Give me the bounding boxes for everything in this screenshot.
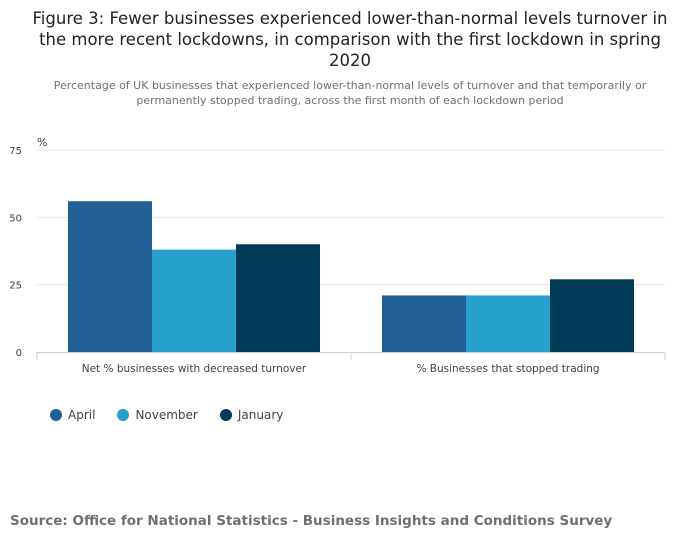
chart-legend: April November January bbox=[50, 408, 283, 422]
source-note: Source: Office for National Statistics -… bbox=[10, 513, 613, 529]
bar-november-2 bbox=[466, 295, 550, 352]
legend-label: April bbox=[68, 408, 96, 422]
x-tick-label: Net % businesses with decreased turnover bbox=[82, 363, 307, 375]
y-tick-label: 0 bbox=[16, 348, 22, 359]
bar-november-1 bbox=[152, 249, 236, 352]
legend-item-april[interactable]: April bbox=[50, 408, 95, 422]
legend-item-november[interactable]: November bbox=[117, 408, 198, 422]
legend-label: November bbox=[135, 408, 198, 422]
legend-item-january[interactable]: January bbox=[219, 408, 284, 422]
y-tick-label: 50 bbox=[9, 213, 22, 224]
bar-chart: % 0 25 50 75 Net % businesses with decrease… bbox=[9, 136, 666, 375]
legend-swatch bbox=[117, 409, 130, 421]
x-tick-label: % Businesses that stopped trading bbox=[416, 363, 599, 375]
y-tick-label: 75 bbox=[9, 146, 22, 157]
bar-january-2 bbox=[550, 279, 634, 352]
legend-swatch bbox=[50, 409, 62, 421]
bar-january-1 bbox=[236, 244, 320, 352]
y-axis-label: % bbox=[37, 136, 47, 149]
chart-subtitle: Percentage of UK businesses that experie… bbox=[53, 79, 647, 107]
chart-title: Figure 3: Fewer businesses experienced l… bbox=[32, 9, 668, 70]
legend-swatch bbox=[219, 409, 232, 421]
legend-label: January bbox=[237, 408, 284, 422]
bar-april-1 bbox=[68, 201, 152, 352]
bar-april-2 bbox=[382, 295, 466, 352]
y-tick-label: 25 bbox=[9, 281, 22, 292]
